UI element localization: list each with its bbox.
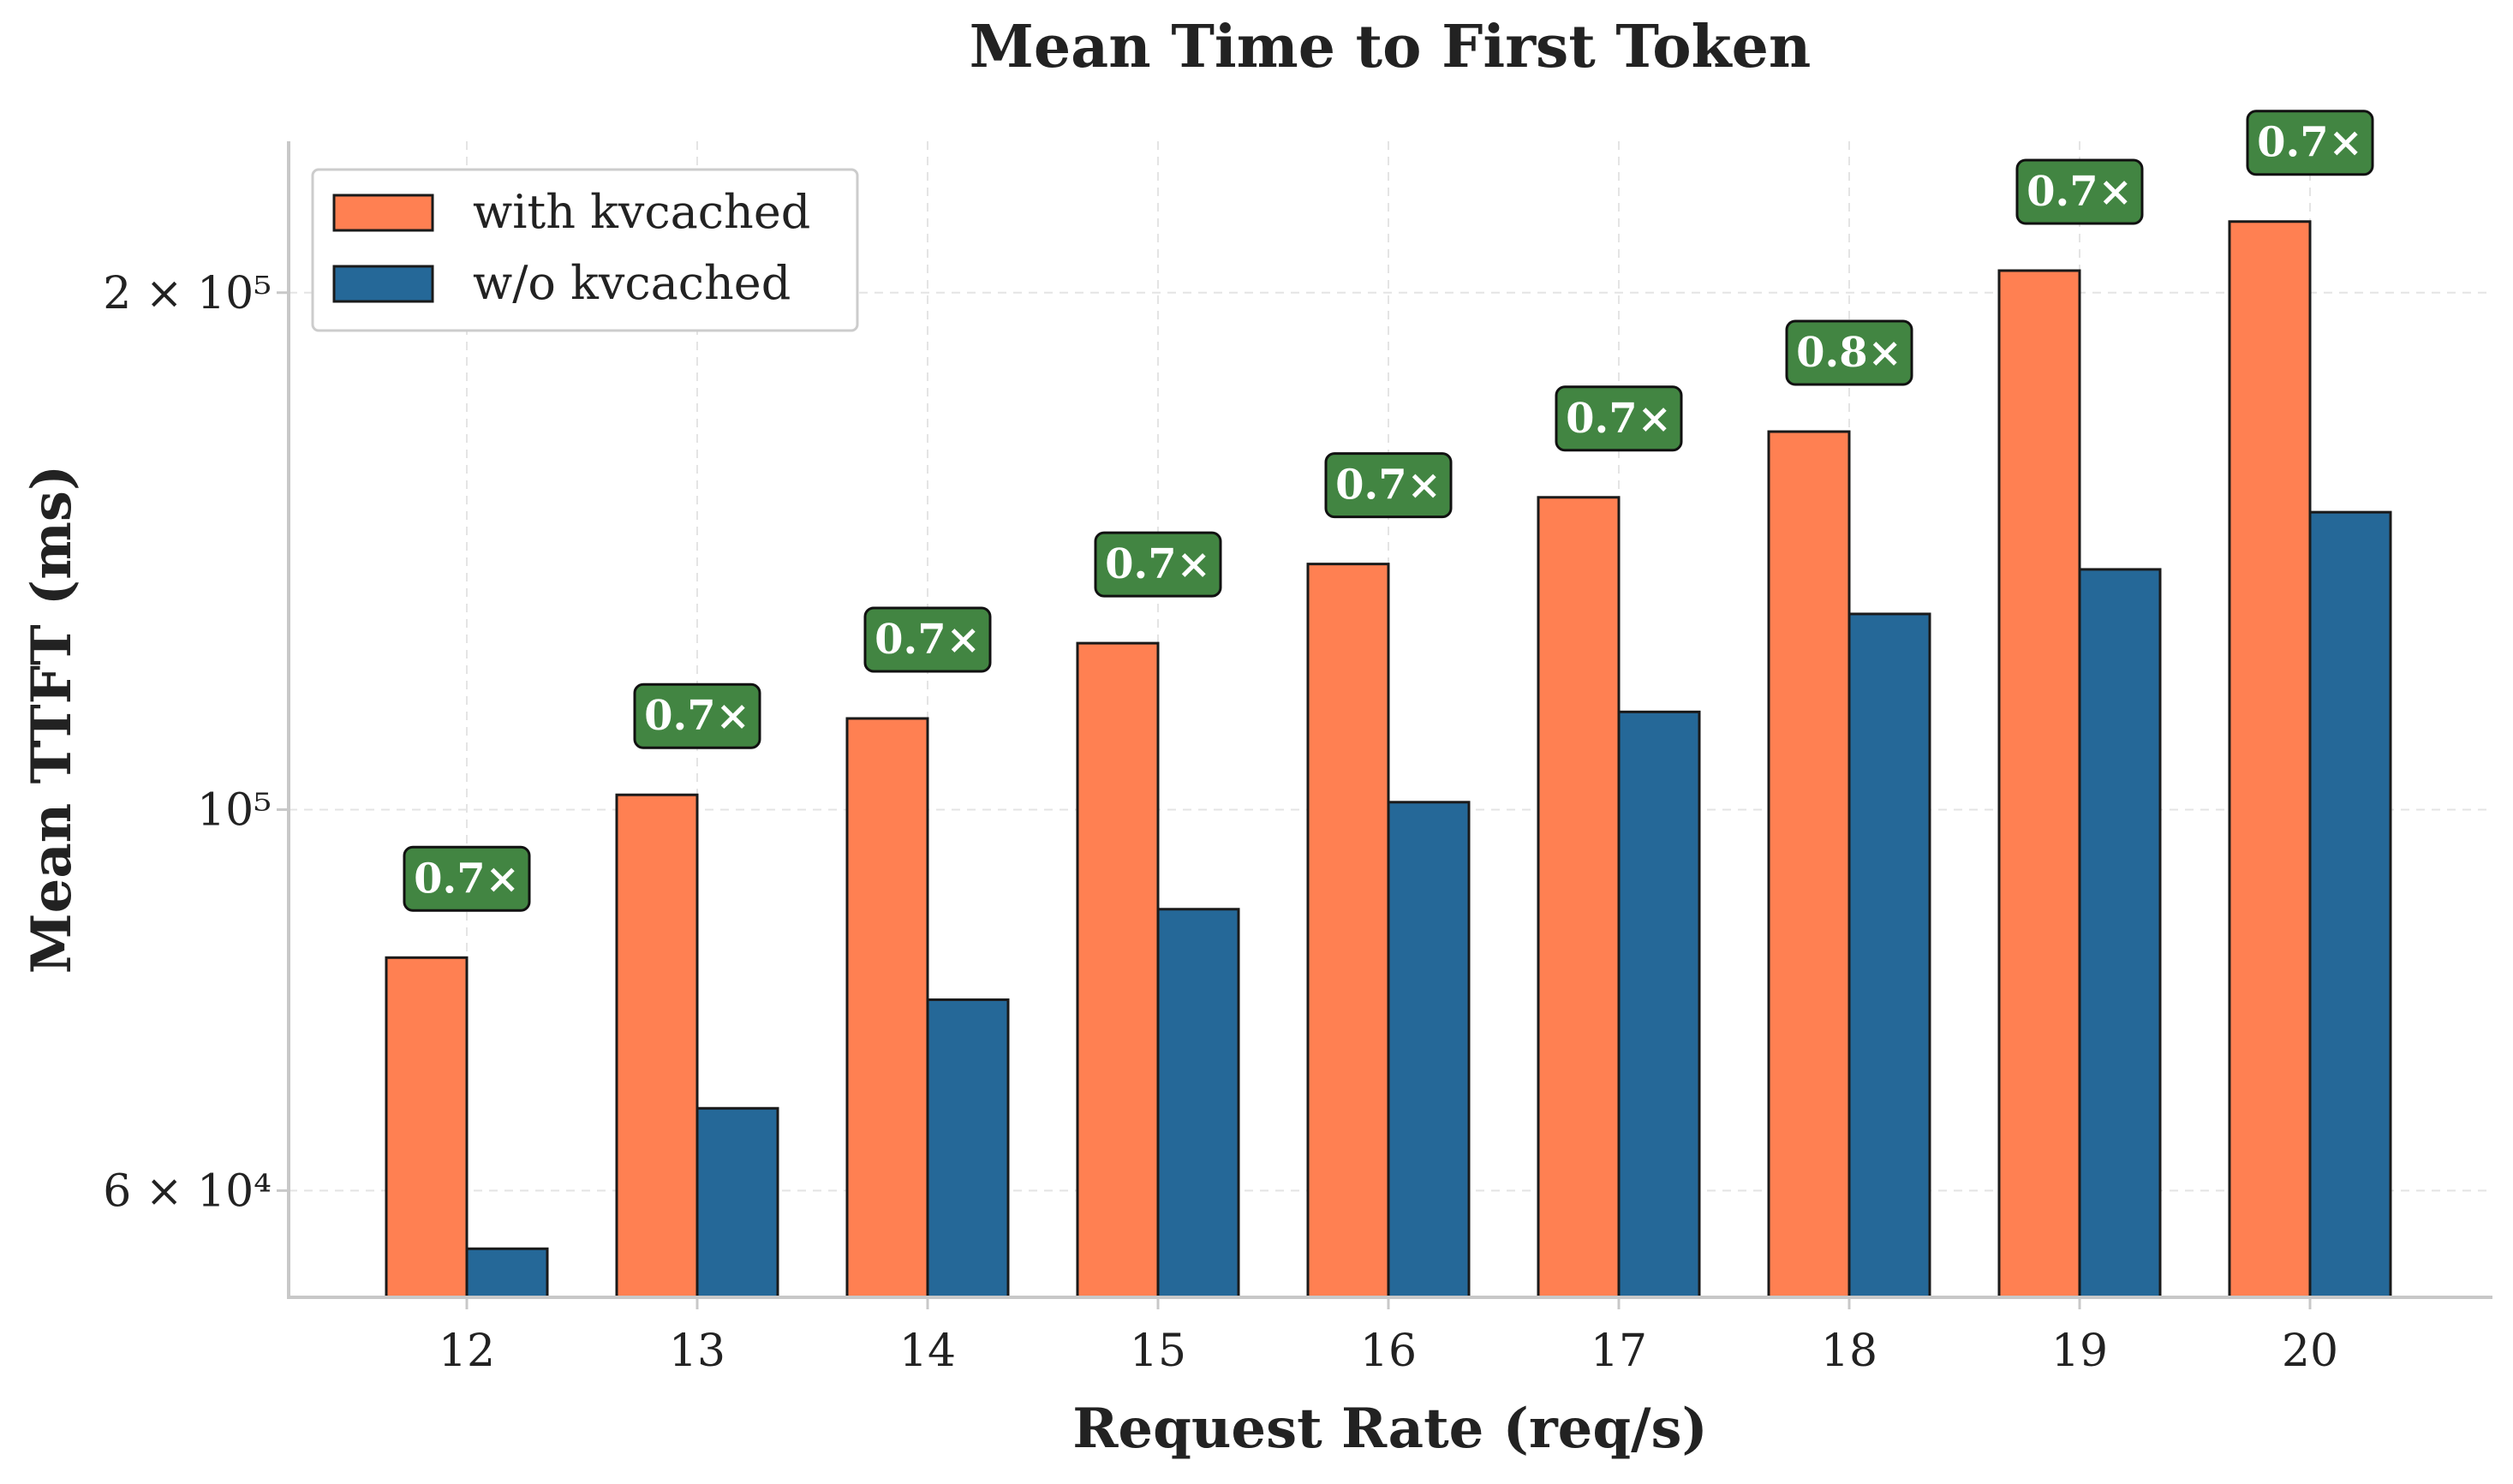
x-tick-label: 17 (1591, 1326, 1647, 1377)
speedup-badge (1555, 385, 1683, 452)
x-tick-label: 14 (899, 1326, 956, 1377)
x-axis-label: Request Rate (req/s) (1072, 1397, 1708, 1461)
bar-with-kvcached (845, 717, 929, 1299)
speedup-badge (403, 845, 531, 912)
speedup-label: 0.7× (874, 616, 981, 664)
tick-labels: 6 × 10⁴ 10⁵ 2 × 10⁵ 12 13 14 15 16 17 18 19 20 (103, 268, 2338, 1377)
speedup-label: 0.7× (2027, 168, 2133, 216)
bar-without-kvcached (1617, 710, 1701, 1299)
bar-without-kvcached (465, 1247, 549, 1299)
speedup-label: 0.7× (414, 855, 520, 903)
x-tick-label: 13 (669, 1326, 725, 1377)
speedup-badge (2246, 110, 2374, 176)
legend: with kvcached w/o kvcached (311, 168, 859, 332)
speedup-badge (633, 682, 761, 749)
x-tick-label: 12 (439, 1326, 495, 1377)
bar-with-kvcached (2228, 220, 2312, 1299)
legend-label-without-kvcached: w/o kvcached (473, 256, 791, 310)
speedup-badge (863, 606, 992, 673)
speedup-label: 0.7× (644, 692, 750, 740)
y-tick-label: 2 × 10⁵ (103, 268, 272, 319)
bar-without-kvcached (695, 1106, 779, 1299)
bar-with-kvcached (385, 956, 469, 1299)
y-axis-label: Mean TTFT (ms) (20, 465, 84, 974)
speedup-badge (2015, 158, 2144, 225)
speedup-label: 0.7× (1105, 540, 1211, 588)
bar-without-kvcached (1387, 801, 1471, 1299)
bar-with-kvcached (1306, 563, 1390, 1299)
bar-with-kvcached (1767, 430, 1851, 1299)
bar-with-kvcached (1537, 496, 1621, 1299)
axes (287, 141, 2492, 1299)
x-tick-label: 16 (1360, 1326, 1417, 1377)
bar-without-kvcached (926, 998, 1010, 1299)
x-tick-label: 20 (2282, 1326, 2338, 1377)
bar-without-kvcached (1847, 612, 1931, 1299)
bar-without-kvcached (2078, 568, 2162, 1299)
legend-swatch-with-kvcached (332, 194, 434, 232)
bar-with-kvcached (1076, 641, 1160, 1299)
chart-title: Mean Time to First Token (970, 13, 1812, 81)
bar-without-kvcached (1156, 908, 1240, 1299)
speedup-label: 0.7× (1566, 395, 1672, 443)
speedup-label: 0.7× (1335, 462, 1442, 510)
y-tick-label: 6 × 10⁴ (103, 1165, 272, 1217)
legend-label-with-kvcached: with kvcached (473, 185, 810, 239)
speedup-badge (1324, 452, 1453, 519)
legend-swatch-without-kvcached (332, 265, 434, 303)
x-tick-label: 15 (1130, 1326, 1186, 1377)
bar-without-kvcached (2308, 510, 2392, 1299)
x-tick-label: 19 (2051, 1326, 2108, 1377)
x-tick-label: 18 (1821, 1326, 1877, 1377)
y-tick-label: 10⁵ (197, 784, 272, 836)
speedup-badge (1094, 531, 1222, 598)
legend-frame (311, 168, 859, 332)
bar-with-kvcached (615, 793, 699, 1299)
speedup-label: 0.7× (2257, 119, 2363, 167)
bar-with-kvcached (1997, 269, 2081, 1299)
axes-spine (287, 141, 2492, 1299)
annotations: 0.7× 0.7× 0.7× 0.7× 0.7× 0.7× 0.8× 0.7× 0.7× (403, 110, 2374, 912)
speedup-label: 0.8× (1796, 329, 1902, 377)
bars (385, 220, 2392, 1299)
speedup-badge (1785, 319, 1913, 386)
